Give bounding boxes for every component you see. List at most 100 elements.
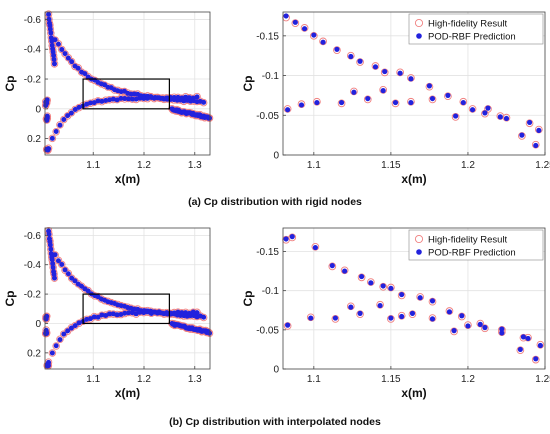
pred-point — [50, 261, 56, 267]
pred-point — [55, 258, 61, 264]
x-tick-label: 1.2 — [137, 160, 151, 171]
pred-point — [537, 342, 543, 349]
y-tick-label: 0 — [273, 365, 279, 376]
pred-point — [118, 95, 124, 101]
x-tick-label: 1.2 — [461, 374, 475, 385]
hf-point — [319, 37, 327, 46]
pred-point — [65, 113, 71, 119]
pred-point — [75, 65, 81, 71]
pred-point — [283, 236, 289, 242]
hf-point — [54, 40, 63, 48]
x-tick-label: 1.1 — [307, 374, 321, 385]
pred-point — [429, 95, 436, 102]
pred-point — [285, 322, 291, 328]
pred-point — [190, 309, 196, 315]
hf-point — [58, 260, 66, 269]
hf-point — [48, 134, 57, 143]
pred-point — [152, 95, 158, 101]
pred-point — [499, 330, 505, 336]
pred-point — [52, 37, 58, 43]
y-tick-label: -0.15 — [256, 31, 279, 42]
caption-b: (b) Cp distribution with interpolated no… — [169, 416, 381, 428]
hf-point — [457, 312, 466, 321]
pred-point — [453, 113, 459, 119]
pred-point — [122, 96, 128, 102]
pred-point — [47, 242, 53, 248]
hf-point — [56, 121, 64, 129]
pred-point — [57, 337, 63, 343]
hf-point — [300, 24, 309, 32]
hf-point — [459, 97, 468, 106]
pred-point — [44, 100, 50, 106]
pred-point — [59, 261, 65, 267]
pred-point — [137, 95, 143, 101]
hf-point — [333, 46, 341, 54]
pred-point — [485, 105, 491, 111]
pred-point — [95, 98, 101, 104]
hf-point — [288, 233, 297, 242]
pred-point — [103, 312, 109, 318]
hf-point — [52, 342, 60, 350]
pred-point — [129, 310, 135, 316]
pred-point — [525, 335, 531, 342]
pred-point — [46, 231, 52, 237]
hf-point — [391, 99, 400, 108]
hf-point — [481, 324, 489, 333]
y-tick-label: 0 — [273, 151, 279, 162]
hf-point — [340, 266, 349, 275]
y-axis-label: Cp — [241, 76, 255, 92]
pred-point — [429, 316, 436, 322]
hf-point — [297, 100, 306, 109]
pred-point — [84, 101, 90, 107]
hf-point — [313, 97, 321, 106]
pred-point — [49, 135, 55, 141]
hf-point — [407, 97, 415, 106]
panel-a-full-cp-plot: 1.1 1.2 1.3 -0.6 -0.4 -0.2 0 0.2 x(m) Cp — [3, 10, 214, 186]
pred-point — [207, 115, 213, 121]
y-tick-label: -0.4 — [24, 260, 42, 271]
hf-point — [337, 99, 346, 108]
pred-point — [87, 316, 93, 322]
pred-point — [409, 310, 416, 316]
hf-point — [331, 315, 340, 323]
pred-point — [320, 39, 326, 45]
pred-point — [52, 252, 58, 258]
hf-point — [518, 132, 526, 140]
pred-point — [148, 94, 154, 100]
hf-point — [346, 302, 355, 311]
x-tick-label: 1.15 — [381, 160, 401, 171]
pred-point — [72, 106, 78, 112]
axes-frame — [44, 11, 211, 156]
pred-point — [459, 313, 465, 319]
hf-point — [309, 31, 318, 40]
pred-point — [46, 11, 52, 17]
hf-point — [283, 322, 292, 330]
pred-point — [59, 46, 65, 52]
hf-point — [451, 113, 460, 121]
x-tick-label: 1.1 — [86, 160, 100, 171]
hf-point — [346, 51, 355, 60]
pred-point — [49, 350, 55, 356]
pred-point — [477, 321, 483, 327]
hf-point — [357, 273, 366, 282]
y-tick-label: 0 — [35, 319, 41, 330]
pred-point — [55, 41, 61, 47]
hf-point — [425, 82, 434, 91]
hf-point — [376, 300, 384, 309]
pred-point — [285, 107, 291, 113]
pred-point — [338, 99, 345, 106]
pred-point — [533, 142, 539, 149]
pred-point — [160, 95, 166, 101]
hf-point — [306, 313, 315, 322]
hf-point — [468, 105, 477, 113]
x-tick-label: 1.1 — [86, 374, 100, 385]
pred-point — [99, 98, 105, 104]
pred-point — [72, 323, 78, 329]
hf-point — [408, 310, 417, 319]
hf-point — [428, 95, 437, 104]
y-tick-label: -0.4 — [24, 45, 42, 56]
y-axis-label: Cp — [3, 291, 17, 307]
pred-point — [499, 326, 505, 332]
pred-point — [520, 334, 527, 340]
pred-point — [359, 273, 365, 280]
